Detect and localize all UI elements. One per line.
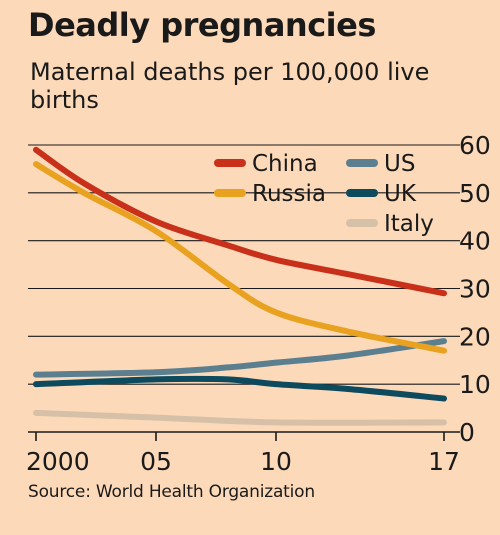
legend-swatch: [346, 159, 378, 167]
x-tick-label: 17: [428, 447, 460, 476]
legend-swatch: [214, 189, 246, 197]
y-tick-label: 0: [459, 418, 475, 447]
legend: China Russia US UK Italy: [214, 151, 434, 237]
axes: 0 10 20 30 40 50 60 2000 05 10 17: [26, 131, 491, 476]
series-line-italy: [33, 409, 447, 426]
legend-label: UK: [384, 181, 417, 207]
series-line-us: [33, 338, 447, 378]
legend-swatch: [346, 189, 378, 197]
legend-item-uk: UK: [346, 181, 417, 207]
legend-swatch: [346, 219, 378, 227]
legend-item-italy: Italy: [346, 211, 434, 237]
x-tick-label: 2000: [26, 447, 90, 476]
source-note: Source: World Health Organization: [28, 482, 315, 502]
legend-swatch: [214, 159, 246, 167]
legend-item-us: US: [346, 151, 415, 177]
legend-label: Russia: [252, 181, 326, 207]
y-tick-label: 30: [459, 275, 491, 304]
chart-subtitle: Maternal deaths per 100,000 live births: [30, 58, 430, 114]
x-tick-label: 10: [260, 447, 292, 476]
series-line-russia: [33, 161, 447, 354]
series-line-uk: [33, 375, 447, 402]
legend-label: China: [252, 151, 318, 177]
y-tick-label: 10: [459, 370, 491, 399]
series-line-china: [33, 146, 447, 297]
legend-item-china: China: [214, 151, 318, 177]
y-tick-label: 20: [459, 322, 491, 351]
series-lines: [33, 146, 447, 426]
y-tick-label: 60: [459, 131, 491, 160]
legend-label: Italy: [384, 211, 434, 237]
y-tick-label: 40: [459, 227, 491, 256]
legend-item-russia: Russia: [214, 181, 326, 207]
chart-title: Deadly pregnancies: [28, 6, 376, 44]
x-tick-label: 05: [140, 447, 172, 476]
y-tick-label: 50: [459, 179, 491, 208]
legend-label: US: [384, 151, 415, 177]
